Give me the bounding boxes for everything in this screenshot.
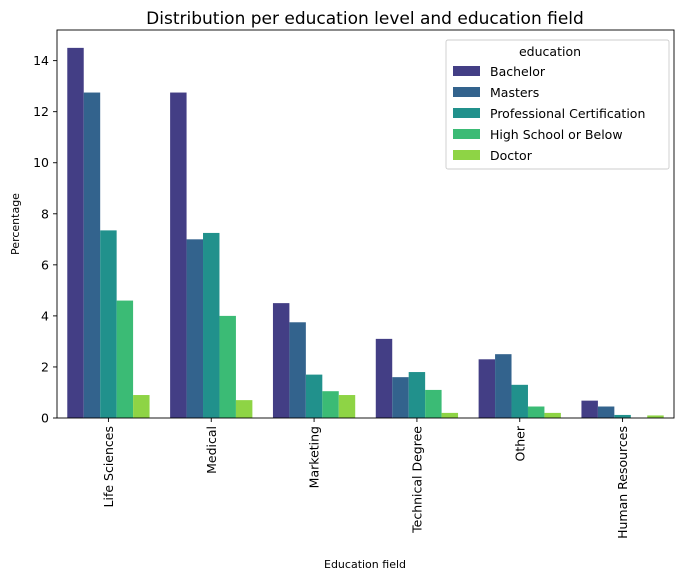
- bar: [67, 47, 84, 419]
- bar: [170, 92, 187, 418]
- legend: education Bachelor Masters Professional Ce…: [445, 39, 670, 170]
- y-tick-label: 12: [33, 104, 49, 119]
- y-tick-label: 6: [41, 257, 49, 272]
- bar: [203, 232, 220, 418]
- y-tick-label: 0: [41, 411, 49, 426]
- bar: [392, 377, 409, 418]
- bar: [614, 414, 631, 418]
- legend-frame: [445, 39, 670, 170]
- bar: [478, 359, 496, 418]
- y-axis: 0 2 4 6 8 10 12 14: [33, 53, 57, 426]
- bar: [544, 412, 561, 418]
- bars-group: [67, 47, 664, 419]
- bar: [511, 384, 528, 418]
- bar: [272, 303, 290, 418]
- bar: [338, 395, 356, 418]
- chart-title: Distribution per education level and edu…: [146, 9, 584, 29]
- x-axis: Life Sciences Medical Marketing Technical D…: [101, 418, 630, 539]
- bar: [495, 354, 512, 418]
- legend-label: Masters: [490, 85, 539, 100]
- bar: [597, 406, 615, 418]
- x-tick-label: Human Resources: [615, 426, 630, 539]
- bar: [581, 400, 598, 418]
- bar: [527, 406, 545, 418]
- legend-label: Professional Certification: [490, 106, 645, 121]
- y-tick-label: 8: [41, 206, 49, 221]
- y-axis-label: Percentage: [9, 193, 22, 255]
- legend-swatch: [453, 108, 480, 118]
- bar: [441, 412, 459, 418]
- bar: [322, 391, 339, 418]
- bar: [83, 92, 101, 418]
- x-tick-label: Medical: [204, 426, 219, 474]
- bar: [116, 300, 134, 418]
- legend-items: Bachelor Masters Professional Certificatio…: [453, 64, 645, 163]
- bar: [289, 322, 306, 418]
- bar: [100, 230, 117, 418]
- legend-swatch: [453, 66, 480, 76]
- legend-title: education: [519, 44, 581, 59]
- legend-label: Bachelor: [490, 64, 546, 79]
- x-tick-label: Other: [512, 425, 527, 461]
- bar: [219, 315, 236, 418]
- bar: [235, 400, 253, 418]
- x-tick-label: Marketing: [307, 426, 322, 488]
- y-tick-label: 4: [41, 308, 49, 323]
- x-tick-label: Life Sciences: [101, 426, 116, 507]
- legend-label: Doctor: [490, 148, 533, 163]
- bar: [408, 372, 426, 418]
- y-tick-label: 14: [33, 53, 49, 68]
- y-tick-label: 10: [33, 155, 49, 170]
- bar: [133, 395, 150, 418]
- x-axis-label: Education field: [324, 558, 406, 571]
- bar: [375, 338, 393, 418]
- bar: [647, 415, 664, 418]
- bar: [305, 374, 323, 418]
- x-tick-label: Technical Degree: [409, 426, 424, 534]
- legend-label: High School or Below: [490, 127, 623, 142]
- legend-swatch: [453, 87, 480, 97]
- y-tick-label: 2: [41, 359, 49, 374]
- plot-frame: [56, 29, 675, 419]
- legend-swatch: [453, 129, 480, 139]
- bar: [425, 389, 442, 418]
- bar: [186, 239, 204, 418]
- legend-swatch: [453, 150, 480, 160]
